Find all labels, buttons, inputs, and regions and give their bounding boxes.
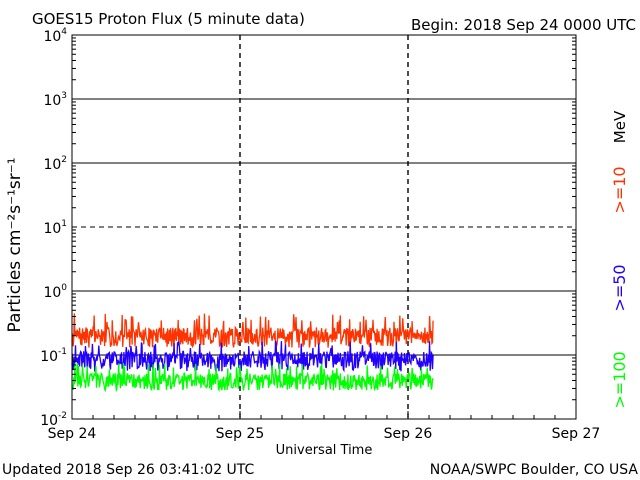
y-axis-label: Particles cm⁻²s⁻¹sr⁻¹ [5, 157, 25, 332]
y-tick-label: 10-1 [40, 347, 67, 365]
y-axis: 104 103 102 101 100 10-1 10-2 [40, 27, 576, 429]
source-label: NOAA/SWPC Boulder, CO USA [430, 462, 639, 478]
x-axis: Sep 24 Sep 25 Sep 26 Sep 27 [48, 411, 601, 442]
series-layer [71, 313, 434, 393]
x-tick-label: Sep 24 [48, 426, 97, 442]
begin-label: Begin: 2018 Sep 24 0000 UTC [411, 16, 636, 34]
series-line-1 [71, 313, 434, 349]
x-tick-label: Sep 26 [384, 426, 433, 442]
chart-title: GOES15 Proton Flux (5 minute data) [32, 10, 305, 28]
legend: MeV >=10 >=50 >=100 [610, 110, 629, 409]
series-line-2 [71, 340, 434, 374]
y-tick-label: 102 [43, 155, 67, 173]
updated-label: Updated 2018 Sep 26 03:41:02 UTC [2, 462, 255, 478]
legend-unit: MeV [611, 110, 629, 143]
y-tick-label: 104 [43, 27, 67, 45]
y-tick-label: 101 [43, 219, 67, 237]
x-tick-label: Sep 25 [216, 426, 265, 442]
x-tick-label: Sep 27 [552, 426, 601, 442]
y-tick-label: 10-2 [40, 411, 67, 429]
series-line-3 [71, 363, 434, 393]
y-tick-label: 103 [43, 91, 67, 109]
legend-item: >=100 [610, 351, 629, 408]
y-tick-label: 100 [43, 283, 67, 301]
legend-item: >=10 [610, 166, 629, 213]
legend-item: >=50 [610, 264, 629, 311]
x-axis-label: Universal Time [276, 443, 373, 458]
